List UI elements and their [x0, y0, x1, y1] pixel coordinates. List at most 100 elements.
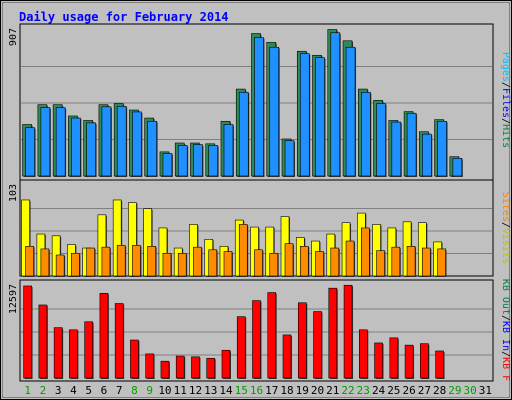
bar-visits-sites-15: [238, 224, 248, 277]
x-tick-label-26: 26: [402, 384, 415, 397]
x-tick-label-8: 8: [131, 384, 138, 397]
bar-kbytes-kb-f-27: [420, 343, 429, 379]
bar-kbytes-kb-f-10: [160, 360, 170, 379]
bar-kbytes-kb-f-12: [191, 356, 200, 379]
bar-hits-files-24: [376, 103, 386, 177]
bar-kbytes-kb-f-16: [252, 300, 261, 379]
legend-item-kbytes-4: KB F: [500, 357, 511, 381]
bar-visits-sites-27: [422, 247, 431, 277]
bar-hits-files-11: [177, 145, 188, 177]
legend-hits: Pages/Files/Hits: [500, 52, 511, 148]
bar-visits-sites-8: [132, 245, 141, 277]
bar-visits-sites-14: [223, 251, 233, 277]
legend-item-hits-0: Pages: [500, 52, 511, 82]
bar-hits-files-21: [330, 32, 341, 177]
bar-visits-sites-25: [391, 246, 401, 277]
bar-visits-sites-21: [330, 247, 340, 277]
x-tick-label-28: 28: [433, 384, 446, 397]
bar-hits-files-10: [162, 153, 173, 177]
bar-hits-files-13: [208, 145, 219, 177]
bar-visits-sites-22: [345, 240, 355, 277]
bar-hits-files-9: [147, 120, 157, 177]
bar-hits-files-25: [391, 121, 402, 177]
bar-kbytes-kb-f-24: [374, 342, 383, 379]
bar-hits-files-26: [406, 112, 417, 177]
x-tick-label-17: 17: [265, 384, 278, 397]
bar-hits-files-28: [437, 120, 447, 177]
bar-visits-sites-9: [147, 245, 156, 277]
bar-hits-files-23: [361, 91, 371, 177]
bar-visits-sites-28: [437, 248, 446, 277]
bar-kbytes-kb-f-19: [297, 302, 307, 379]
bar-hits-files-15: [238, 91, 249, 177]
bar-visits-sites-10: [162, 252, 172, 277]
x-tick-label-10: 10: [158, 384, 171, 397]
bar-visits-sites-16: [254, 249, 263, 277]
legend-item-kbytes-3: /: [500, 351, 511, 357]
x-tick-label-2: 2: [40, 384, 47, 397]
bar-hits-files-20: [315, 57, 325, 177]
bar-hits-files-19: [299, 53, 310, 177]
x-tick-label-29: 29: [448, 384, 461, 397]
x-tick-label-30: 30: [463, 384, 476, 397]
bar-kbytes-kb-f-9: [145, 353, 154, 379]
bar-hits-files-1: [25, 127, 35, 177]
x-tick-label-31: 31: [479, 384, 492, 397]
bar-hits-files-14: [223, 124, 234, 177]
bar-kbytes-kb-f-13: [206, 357, 216, 379]
legend-kbytes: KB Out/KB In/KB F: [500, 279, 511, 381]
y-max-label-visits: 103: [8, 184, 19, 202]
bar-visits-sites-18: [284, 243, 294, 277]
bar-visits-sites-5: [86, 247, 95, 277]
x-tick-label-6: 6: [101, 384, 108, 397]
bar-kbytes-kb-f-14: [221, 349, 231, 379]
x-tick-label-25: 25: [387, 384, 400, 397]
bar-kbytes-kb-f-17: [267, 292, 277, 379]
bar-visits-sites-17: [269, 252, 279, 277]
legend-item-hits-2: Files: [500, 88, 511, 118]
x-tick-label-24: 24: [372, 384, 386, 397]
bar-kbytes-kb-f-15: [236, 316, 246, 379]
x-tick-label-16: 16: [250, 384, 263, 397]
bar-kbytes-kb-f-8: [130, 339, 139, 379]
legend-item-kbytes-2: KB In: [500, 321, 511, 351]
y-max-label-kbytes: 12597: [8, 284, 19, 314]
x-tick-label-3: 3: [55, 384, 62, 397]
bar-visits-sites-23: [361, 227, 370, 277]
x-tick-label-15: 15: [235, 384, 248, 397]
x-tick-label-11: 11: [174, 384, 187, 397]
x-tick-label-23: 23: [357, 384, 370, 397]
bar-kbytes-kb-f-18: [282, 334, 292, 379]
bar-visits-sites-3: [55, 254, 65, 277]
bar-kbytes-kb-f-25: [389, 337, 399, 379]
legend-item-hits-4: Hits: [500, 124, 511, 148]
x-tick-label-20: 20: [311, 384, 324, 397]
bar-kbytes-kb-f-2: [38, 304, 48, 379]
y-max-label-hits: 907: [8, 28, 19, 46]
x-tick-label-21: 21: [326, 384, 339, 397]
bar-hits-files-16: [254, 37, 264, 177]
chart-title: Daily usage for February 2014: [19, 10, 229, 24]
legend-item-hits-1: /: [500, 82, 511, 88]
x-tick-label-22: 22: [341, 384, 354, 397]
legend-item-kbytes-0: KB Out: [500, 279, 511, 315]
bar-kbytes-kb-f-1: [23, 285, 32, 379]
bar-kbytes-kb-f-7: [114, 303, 124, 379]
bar-visits-sites-7: [116, 245, 126, 277]
bar-hits-files-3: [55, 107, 66, 177]
x-tick-label-9: 9: [146, 384, 153, 397]
bar-kbytes-kb-f-28: [435, 350, 444, 379]
bar-visits-sites-11: [177, 252, 187, 277]
bar-hits-files-4: [71, 117, 81, 177]
bar-visits-sites-24: [376, 250, 385, 277]
bar-hits-files-2: [40, 107, 51, 177]
bar-kbytes-kb-f-6: [99, 292, 109, 379]
legend-item-visits-0: Sites: [500, 192, 511, 222]
legend-item-kbytes-1: /: [500, 315, 511, 321]
bar-visits-sites-12: [193, 246, 202, 277]
x-tick-label-1: 1: [24, 384, 31, 397]
x-tick-label-4: 4: [70, 384, 77, 397]
